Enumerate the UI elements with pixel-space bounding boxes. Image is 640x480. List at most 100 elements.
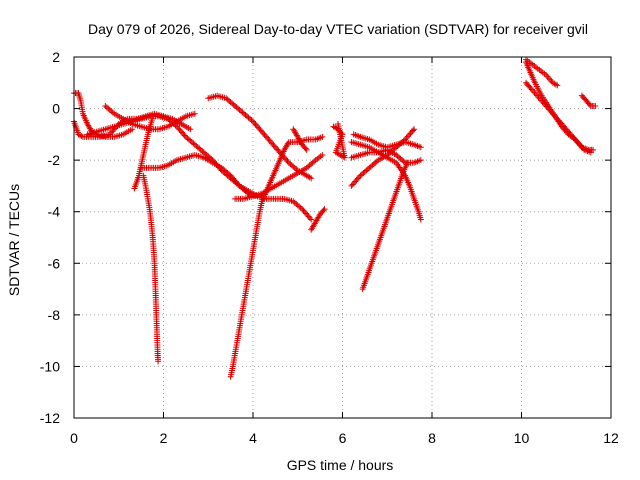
data-point bbox=[554, 82, 561, 89]
data-point bbox=[393, 151, 400, 158]
data-point bbox=[180, 130, 187, 137]
data-point bbox=[300, 207, 307, 214]
data-point bbox=[293, 200, 300, 207]
data-point bbox=[404, 159, 411, 166]
series-arc-10 bbox=[232, 151, 326, 202]
data-point bbox=[239, 109, 246, 116]
data-point bbox=[369, 162, 376, 169]
data-point bbox=[290, 163, 297, 170]
data-point bbox=[253, 122, 260, 129]
data-point bbox=[291, 199, 298, 206]
data-point bbox=[242, 112, 249, 119]
data-point bbox=[265, 136, 272, 143]
series-arc-20 bbox=[522, 79, 594, 156]
x-tick-label: 6 bbox=[339, 430, 347, 446]
data-point bbox=[352, 178, 359, 185]
data-point bbox=[166, 117, 173, 124]
data-point bbox=[270, 142, 277, 149]
data-point bbox=[288, 162, 295, 169]
x-tick-label: 2 bbox=[160, 430, 168, 446]
series-arc-15 bbox=[348, 126, 418, 189]
data-point bbox=[181, 132, 188, 139]
data-point bbox=[227, 172, 234, 179]
data-point bbox=[297, 204, 304, 211]
data-point bbox=[291, 164, 298, 171]
data-point bbox=[230, 101, 237, 108]
data-point bbox=[255, 124, 262, 131]
chart-title: Day 079 of 2026, Sidereal Day-to-day VTE… bbox=[88, 21, 588, 37]
data-marks bbox=[71, 56, 599, 380]
data-point bbox=[283, 156, 290, 163]
data-point bbox=[306, 162, 313, 169]
data-point bbox=[417, 157, 424, 164]
data-point bbox=[271, 143, 278, 150]
data-point bbox=[170, 121, 177, 128]
series-arc-14 bbox=[348, 139, 424, 223]
data-point bbox=[308, 161, 315, 168]
data-point bbox=[260, 130, 267, 137]
data-point bbox=[304, 212, 311, 219]
data-point bbox=[319, 133, 326, 140]
y-tick-labels: -12 -10 -8 -6 -4 -2 0 2 bbox=[40, 49, 60, 426]
data-point bbox=[303, 164, 310, 171]
data-point bbox=[306, 174, 313, 181]
series-arc-8 bbox=[205, 92, 315, 182]
data-point bbox=[586, 101, 593, 108]
data-point bbox=[290, 198, 297, 205]
data-point bbox=[303, 210, 310, 217]
data-point bbox=[409, 127, 416, 134]
series-arc-7 bbox=[140, 172, 162, 365]
data-point bbox=[172, 122, 179, 129]
y-tick-label: 2 bbox=[52, 49, 60, 65]
data-point bbox=[587, 149, 594, 156]
series-arc-12 bbox=[308, 206, 328, 233]
data-point bbox=[250, 118, 256, 125]
data-point bbox=[200, 149, 207, 156]
data-point bbox=[275, 147, 282, 154]
data-point bbox=[173, 123, 180, 130]
data-point bbox=[547, 76, 554, 83]
data-point bbox=[396, 154, 403, 161]
data-point bbox=[191, 110, 198, 117]
data-point bbox=[242, 188, 249, 195]
data-point bbox=[294, 202, 301, 209]
data-point bbox=[305, 213, 312, 220]
data-point bbox=[302, 145, 309, 152]
data-point bbox=[296, 203, 303, 210]
data-point bbox=[197, 146, 204, 153]
data-point bbox=[218, 164, 225, 171]
data-point bbox=[106, 106, 113, 113]
data-point bbox=[335, 121, 342, 128]
data-point bbox=[236, 106, 243, 113]
data-point bbox=[230, 175, 237, 182]
data-point bbox=[177, 128, 184, 135]
data-point bbox=[309, 159, 316, 166]
data-point bbox=[284, 158, 291, 165]
data-point bbox=[348, 182, 355, 189]
y-axis-label: SDTVAR / TECUs bbox=[6, 184, 22, 296]
data-point bbox=[256, 125, 263, 132]
data-point bbox=[257, 127, 264, 134]
data-point bbox=[193, 142, 200, 149]
data-point bbox=[397, 155, 404, 162]
data-point bbox=[188, 139, 195, 146]
data-point bbox=[321, 206, 328, 213]
data-point bbox=[417, 144, 424, 151]
data-point bbox=[349, 181, 356, 188]
data-point bbox=[552, 81, 559, 88]
series-arc-11 bbox=[290, 126, 310, 153]
y-tick-label: -10 bbox=[40, 358, 60, 374]
x-tick-label: 4 bbox=[249, 430, 257, 446]
data-point bbox=[235, 181, 242, 188]
data-point bbox=[167, 118, 174, 125]
data-point bbox=[102, 102, 109, 109]
x-tick-label: 8 bbox=[428, 430, 436, 446]
y-tick-label: -4 bbox=[48, 204, 61, 220]
data-point bbox=[394, 153, 401, 160]
data-point bbox=[399, 157, 406, 164]
data-point bbox=[129, 126, 136, 133]
data-point bbox=[105, 105, 112, 112]
data-point bbox=[319, 151, 326, 158]
series-arc-6 bbox=[138, 151, 261, 200]
data-point bbox=[261, 131, 268, 138]
